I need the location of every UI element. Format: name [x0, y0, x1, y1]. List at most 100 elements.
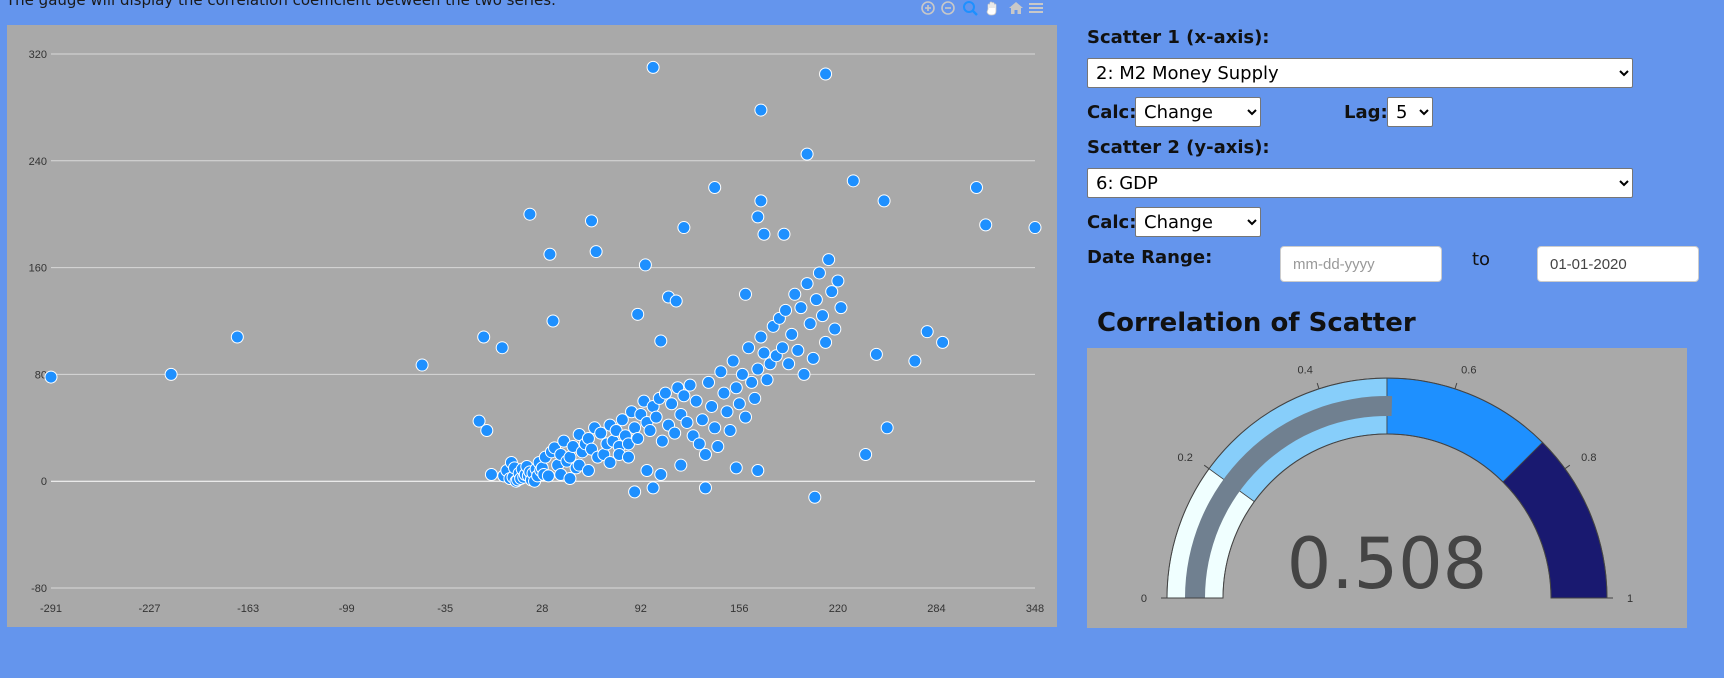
scatter-point[interactable] [631, 307, 645, 321]
scatter-point[interactable] [815, 309, 829, 323]
scatter-point[interactable] [846, 174, 860, 188]
scatter2-select[interactable]: 6: GDP [1087, 168, 1633, 198]
calc2-select[interactable]: Change [1135, 207, 1261, 237]
scatter-point[interactable] [794, 301, 808, 315]
scatter-point[interactable] [472, 414, 486, 428]
scatter-point[interactable] [819, 67, 833, 81]
scatter-point[interactable] [738, 410, 752, 424]
scatter-point[interactable] [655, 434, 669, 448]
scatter-point[interactable] [757, 227, 771, 241]
scatter-point[interactable] [775, 341, 789, 355]
scatter-point[interactable] [603, 456, 617, 470]
scatter-point[interactable] [751, 362, 765, 376]
scatter-point[interactable] [797, 367, 811, 381]
scatter-point[interactable] [791, 343, 805, 357]
scatter-point[interactable] [683, 378, 697, 392]
scatter-point[interactable] [754, 194, 768, 208]
scatter-point[interactable] [689, 394, 703, 408]
scatter-point[interactable] [788, 287, 802, 301]
zoom-in-icon[interactable] [920, 0, 936, 16]
scatter-point[interactable] [646, 60, 660, 74]
scatter-point[interactable] [729, 381, 743, 395]
scatter-point[interactable] [677, 221, 691, 235]
scatter-point[interactable] [698, 481, 712, 495]
zoom-out-icon[interactable] [940, 0, 956, 16]
scatter-point[interactable] [621, 450, 635, 464]
scatter-point[interactable] [908, 354, 922, 368]
scatter-point[interactable] [732, 397, 746, 411]
scatter-point[interactable] [880, 421, 894, 435]
scatter-point[interactable] [831, 274, 845, 288]
scatter-point[interactable] [779, 303, 793, 317]
scatter-point[interactable] [44, 370, 58, 384]
scatter-point[interactable] [628, 485, 642, 499]
scatter-point[interactable] [751, 210, 765, 224]
scatter-point[interactable] [654, 468, 668, 482]
scatter-point[interactable] [745, 375, 759, 389]
scatter-point[interactable] [702, 375, 716, 389]
scatter-point[interactable] [658, 386, 672, 400]
scatter-point[interactable] [812, 266, 826, 280]
scatter-point[interactable] [589, 245, 603, 259]
scatter-point[interactable] [808, 490, 822, 504]
scatter-point[interactable] [643, 423, 657, 437]
scatter-point[interactable] [920, 325, 934, 339]
scatter-point[interactable] [819, 335, 833, 349]
scatter-point[interactable] [585, 214, 599, 228]
scatter-point[interactable] [751, 464, 765, 478]
scatter-point[interactable] [669, 294, 683, 308]
scatter-point[interactable] [803, 317, 817, 331]
scatter-point[interactable] [680, 415, 694, 429]
scatter-point[interactable] [628, 421, 642, 435]
scatter-point[interactable] [230, 330, 244, 344]
scatter-point[interactable] [495, 341, 509, 355]
scatter-point[interactable] [477, 330, 491, 344]
scatter-point[interactable] [777, 227, 791, 241]
scatter-point[interactable] [877, 194, 891, 208]
lag-select[interactable]: 5 [1387, 97, 1433, 127]
scatter-point[interactable] [665, 397, 679, 411]
scatter-point[interactable] [809, 293, 823, 307]
scatter-point[interactable] [541, 469, 555, 483]
pan-icon[interactable] [984, 0, 1000, 16]
scatter-point[interactable] [484, 468, 498, 482]
scatter-point[interactable] [649, 410, 663, 424]
menu-icon[interactable] [1028, 0, 1044, 16]
scatter-point[interactable] [806, 351, 820, 365]
scatter-point[interactable] [828, 322, 842, 336]
scatter-point[interactable] [692, 437, 706, 451]
scatter-plot-area[interactable]: -80 0 80 160 240 320 -291 -227 -163 -99 -35 28 92 156… [7, 25, 1057, 627]
scatter-point[interactable] [523, 207, 537, 221]
scatter-point[interactable] [711, 439, 725, 453]
scatter-point[interactable] [677, 389, 691, 403]
scatter-point[interactable] [581, 464, 595, 478]
scatter-point[interactable] [785, 327, 799, 341]
scatter-point[interactable] [646, 481, 660, 495]
scatter-point[interactable] [594, 426, 608, 440]
scatter-point[interactable] [1028, 221, 1042, 235]
scatter-point[interactable] [698, 448, 712, 461]
scatter-point[interactable] [729, 461, 743, 475]
scatter-point[interactable] [708, 181, 722, 194]
scatter-point[interactable] [705, 399, 719, 413]
scatter-point[interactable] [760, 373, 774, 387]
scatter-point[interactable] [979, 218, 993, 232]
date-to-input[interactable] [1537, 246, 1699, 282]
scatter1-select[interactable]: 2: M2 Money Supply [1087, 58, 1633, 88]
scatter-point[interactable] [800, 147, 814, 161]
scatter-point[interactable] [720, 405, 734, 419]
scatter-point[interactable] [546, 314, 560, 328]
scatter-point[interactable] [936, 335, 950, 349]
scatter-point[interactable] [615, 413, 629, 427]
scatter-point[interactable] [415, 358, 429, 372]
scatter-point[interactable] [742, 341, 756, 355]
scatter-point[interactable] [640, 464, 654, 478]
scatter-point[interactable] [723, 423, 737, 437]
scatter-point[interactable] [825, 285, 839, 299]
scatter-point[interactable] [822, 253, 836, 267]
scatter-point[interactable] [714, 365, 728, 379]
scatter-point[interactable] [735, 367, 749, 381]
scatter-point[interactable] [563, 472, 577, 486]
calc1-select[interactable]: Change [1135, 97, 1261, 127]
scatter-point[interactable] [581, 431, 595, 445]
